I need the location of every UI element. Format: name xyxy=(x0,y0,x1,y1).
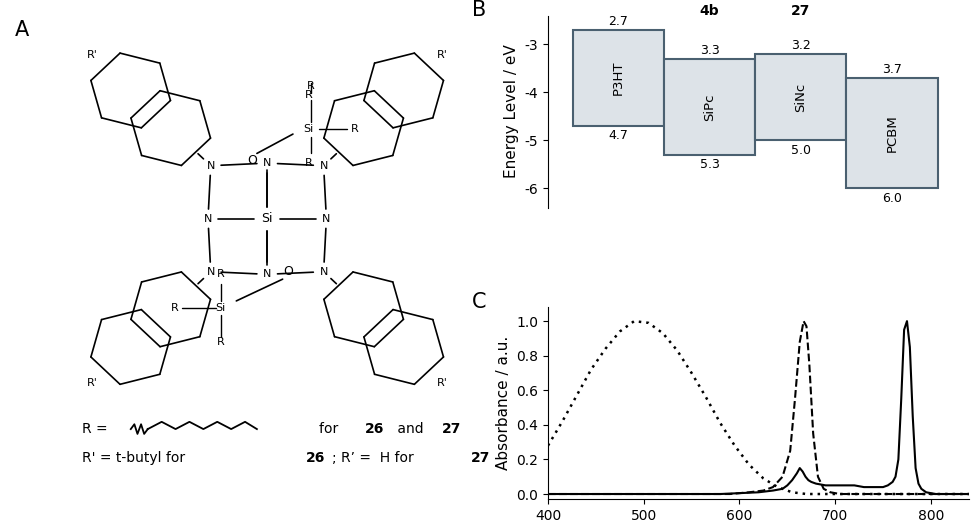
Text: R: R xyxy=(304,90,312,100)
Y-axis label: Absorbance / a.u.: Absorbance / a.u. xyxy=(495,336,511,471)
Bar xyxy=(572,30,663,126)
Text: C: C xyxy=(471,292,486,312)
Text: A: A xyxy=(15,20,29,41)
Text: 6.0: 6.0 xyxy=(881,192,901,205)
Text: R': R' xyxy=(87,378,98,388)
Text: N: N xyxy=(322,214,331,224)
Text: R: R xyxy=(217,269,225,279)
Text: N: N xyxy=(319,161,328,171)
Text: P3HT: P3HT xyxy=(611,61,624,95)
Text: 27: 27 xyxy=(470,451,489,465)
Text: R =: R = xyxy=(82,422,108,436)
Text: SiPc: SiPc xyxy=(702,93,715,121)
Text: N: N xyxy=(263,269,271,279)
Bar xyxy=(754,54,846,140)
Bar xyxy=(663,59,754,155)
Text: N: N xyxy=(263,158,271,168)
Text: R': R' xyxy=(87,49,98,60)
Text: Si: Si xyxy=(261,212,273,225)
Text: R: R xyxy=(217,337,225,347)
Text: 26: 26 xyxy=(365,422,384,436)
Text: R: R xyxy=(304,158,312,168)
Text: SiNc: SiNc xyxy=(793,83,807,112)
Text: B: B xyxy=(471,0,486,20)
Text: 3.3: 3.3 xyxy=(699,44,719,57)
Text: R': R' xyxy=(436,49,447,60)
Text: 26: 26 xyxy=(305,451,325,465)
Text: 27: 27 xyxy=(790,4,810,18)
Text: N: N xyxy=(203,214,212,224)
Text: R': R' xyxy=(436,378,447,388)
Text: and: and xyxy=(393,422,428,436)
Text: for: for xyxy=(319,422,342,436)
Text: 5.3: 5.3 xyxy=(699,158,719,171)
Text: R: R xyxy=(170,303,178,313)
Text: R: R xyxy=(350,124,358,134)
Text: ; R’ =  H for: ; R’ = H for xyxy=(332,451,418,465)
Text: O: O xyxy=(283,265,292,278)
Text: 5.0: 5.0 xyxy=(790,144,810,157)
Text: 27: 27 xyxy=(442,422,462,436)
Text: PCBM: PCBM xyxy=(884,114,898,152)
Text: N: N xyxy=(319,267,328,277)
Text: 3.2: 3.2 xyxy=(790,39,810,52)
Text: 4b: 4b xyxy=(699,4,719,18)
Text: N: N xyxy=(206,161,215,171)
Bar xyxy=(846,78,937,188)
Text: 3.7: 3.7 xyxy=(881,63,901,76)
Text: R: R xyxy=(307,81,315,90)
Y-axis label: Energy Level / eV: Energy Level / eV xyxy=(504,45,518,178)
Text: 2.7: 2.7 xyxy=(607,15,628,28)
Text: 4.7: 4.7 xyxy=(607,129,628,142)
Text: Si: Si xyxy=(303,124,313,134)
Text: O: O xyxy=(246,154,256,167)
Text: R' = t-butyl for: R' = t-butyl for xyxy=(82,451,189,465)
Text: N: N xyxy=(206,267,215,277)
Text: Si: Si xyxy=(215,303,226,313)
